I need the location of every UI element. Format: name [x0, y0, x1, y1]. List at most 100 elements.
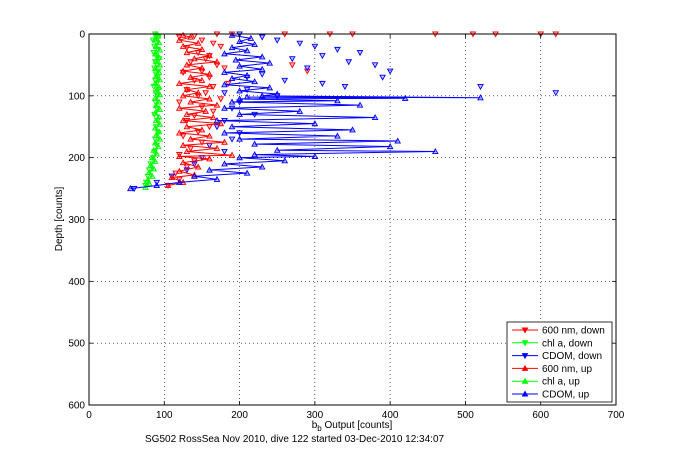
data-point	[243, 71, 251, 78]
data-point	[371, 62, 379, 69]
data-point	[319, 80, 326, 87]
data-point	[386, 143, 394, 150]
data-point	[206, 132, 213, 139]
y-tick-label: 0	[79, 30, 85, 41]
data-point	[386, 68, 394, 75]
series-line-cdom-up	[130, 34, 481, 190]
legend-label: chl a, down	[542, 338, 593, 349]
data-point	[209, 40, 217, 47]
data-point	[198, 126, 206, 133]
series-cdom-up	[127, 31, 484, 192]
data-point	[209, 113, 217, 121]
data-point	[155, 68, 163, 75]
data-point	[175, 129, 183, 136]
data-point	[311, 152, 319, 159]
legend-box	[506, 321, 613, 403]
y-axis: 0 100 200 300 400 500 600	[68, 30, 616, 412]
data-point	[236, 154, 243, 161]
data-point	[198, 37, 206, 44]
data-point	[179, 141, 187, 148]
data-point	[258, 53, 266, 60]
data-point	[349, 126, 356, 133]
x-axis: 0 100 200 300 400 500 600 700	[86, 34, 625, 421]
data-point	[151, 79, 159, 86]
x-axis-label-main: b	[312, 420, 318, 431]
data-point	[152, 87, 160, 94]
data-point	[243, 47, 251, 54]
data-point	[334, 46, 341, 53]
data-point	[150, 165, 158, 172]
legend-item-chl-a-down: chl a, down	[512, 338, 593, 349]
data-point	[258, 92, 266, 99]
data-point	[243, 93, 251, 100]
data-point	[247, 34, 255, 41]
data-point	[213, 175, 221, 182]
data-point	[179, 159, 187, 166]
data-point	[209, 108, 217, 115]
data-point	[345, 59, 353, 66]
data-point	[155, 39, 163, 46]
data-point	[232, 56, 240, 63]
data-point	[151, 139, 159, 146]
data-point	[202, 107, 210, 114]
data-point	[151, 94, 159, 101]
data-point	[221, 65, 228, 72]
data-point	[154, 143, 162, 150]
data-point	[156, 61, 164, 68]
data-point	[156, 135, 164, 142]
data-point	[221, 138, 228, 145]
x-tick-label: 400	[382, 410, 399, 421]
data-point	[191, 55, 198, 62]
data-point	[183, 86, 191, 93]
data-point	[281, 157, 289, 164]
data-point	[183, 164, 191, 171]
data-point	[164, 181, 172, 189]
data-point	[213, 117, 221, 124]
data-point	[356, 50, 364, 57]
data-point	[217, 120, 225, 127]
data-point	[148, 172, 156, 179]
x-axis-label: bb Output [counts]	[312, 420, 393, 433]
data-point	[206, 83, 213, 90]
data-point	[175, 104, 183, 111]
data-point	[311, 120, 319, 127]
legend-marker	[521, 353, 529, 360]
data-point	[288, 62, 296, 69]
data-point	[151, 65, 159, 72]
legend-label: 600 nm, up	[542, 364, 592, 375]
x-tick-label: 100	[156, 410, 173, 421]
x-tick-label: 0	[86, 410, 92, 421]
data-point	[144, 176, 152, 183]
data-point	[151, 50, 159, 57]
data-point	[191, 172, 198, 179]
data-point	[258, 163, 266, 170]
data-point	[187, 135, 195, 142]
y-tick-label: 200	[68, 153, 85, 164]
data-point	[151, 157, 159, 164]
data-point	[206, 166, 213, 173]
data-point	[477, 84, 484, 91]
data-point	[221, 90, 228, 97]
legend-item-600-nm-up: 600 nm, up	[512, 364, 592, 375]
data-point	[175, 36, 183, 43]
data-point	[175, 167, 183, 174]
data-point	[175, 99, 183, 106]
data-point	[194, 163, 202, 170]
data-point	[153, 181, 161, 189]
data-point	[152, 57, 160, 64]
data-point	[156, 120, 164, 127]
data-point	[198, 76, 206, 83]
data-point	[477, 94, 484, 101]
data-point	[251, 78, 258, 85]
y-tick-label: 500	[68, 339, 85, 350]
data-point	[401, 94, 409, 101]
data-point	[202, 90, 210, 97]
data-point	[155, 83, 163, 90]
x-tick-label: 600	[532, 410, 549, 421]
data-point	[273, 90, 281, 97]
data-point	[394, 137, 402, 144]
data-point	[156, 46, 164, 53]
series-line-chl-a-up	[145, 33, 161, 188]
